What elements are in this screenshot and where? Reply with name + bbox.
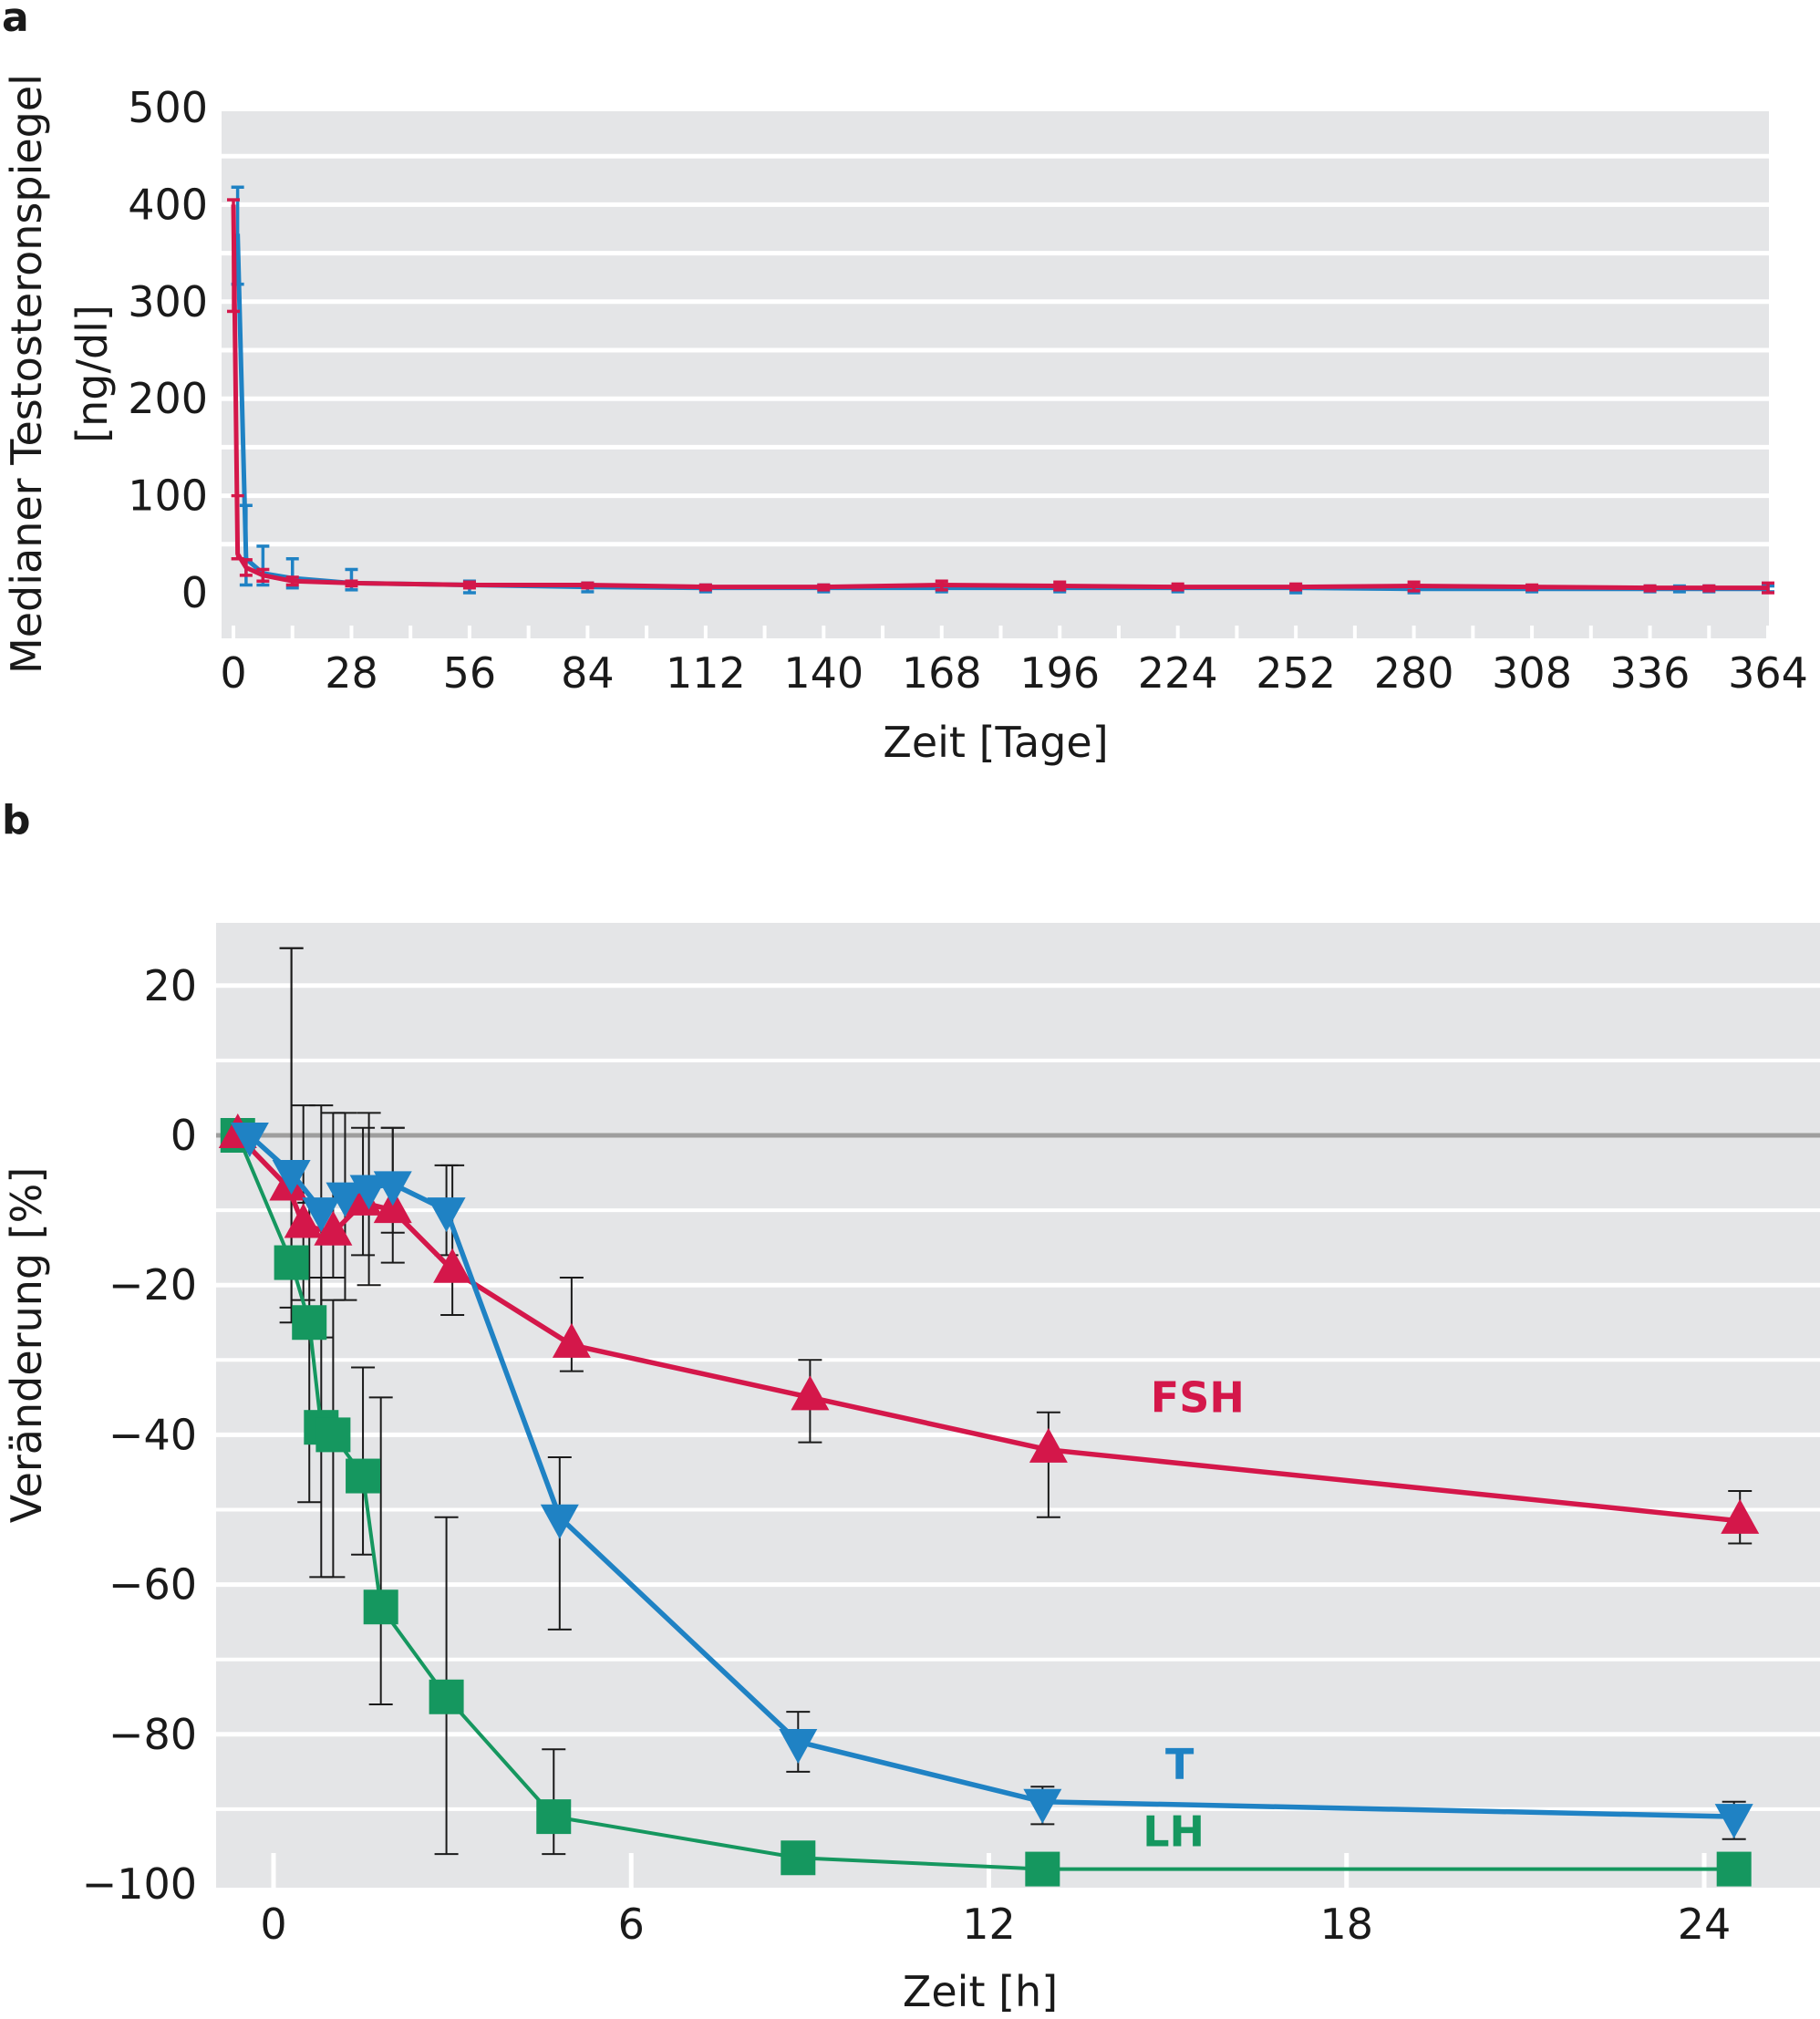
panel-a-x-tick-label: 196 (1019, 648, 1100, 698)
panel-a-x-tick-label: 280 (1374, 648, 1454, 698)
panel-a-x-tick-label: 252 (1256, 648, 1336, 698)
panel-a-y-tick-label: 0 (181, 568, 208, 617)
panel-b-LH-marker (1716, 1851, 1752, 1887)
panel-b-series-label-FSH: FSH (1151, 1372, 1245, 1422)
panel-a-y-tick-label: 300 (128, 277, 208, 326)
panel-a-x-tick-label: 28 (325, 648, 378, 698)
panel-a-x-tick-label: 112 (666, 648, 746, 698)
panel-b-FSH-marker (433, 1248, 472, 1283)
panel-b-FSH-marker (1721, 1498, 1760, 1534)
panel-b-x-tick-label: 24 (1678, 1900, 1732, 1949)
panel-a-y-axis-title-line1: Medianer Testosteronspiegel (2, 74, 51, 674)
panel-b-y-tick-label: −80 (109, 1710, 197, 1759)
panel-a: a 0 100 200 300 400 500 0 28 56 84 112 140 168 196 22… (2, 0, 1808, 767)
panel-a-y-tick-label: 100 (128, 471, 208, 521)
panel-b-LH-marker (781, 1840, 816, 1876)
panel-a-x-tick-label: 224 (1138, 648, 1218, 698)
panel-b: b 20 0 −20 −40 −60 −80 −100 0 6 12 18 24 Veränderu… (2, 797, 1820, 2016)
panel-b-LH-marker (346, 1458, 381, 1494)
panel-b-plot-area (216, 923, 1820, 1888)
panel-b-y-tick-label: −20 (109, 1260, 197, 1310)
panel-b-LH-marker (292, 1305, 327, 1341)
panel-b-y-tick-label: 0 (171, 1111, 197, 1160)
panel-a-letter: a (2, 0, 29, 41)
panel-b-x-tick-label: 12 (962, 1900, 1016, 1949)
panel-b-T-marker (230, 1123, 269, 1157)
panel-b-FSH-marker (314, 1210, 353, 1246)
panel-b-letter: b (2, 797, 31, 844)
panel-b-LH-marker (1025, 1851, 1060, 1887)
panel-b-x-tick-label: 18 (1319, 1900, 1373, 1949)
panel-b-x-axis-title: Zeit [h] (903, 1967, 1058, 2016)
panel-b-T-marker (326, 1182, 365, 1217)
panel-b-T-marker (427, 1197, 466, 1233)
panel-b-series: LH FSH T (218, 947, 1760, 1887)
panel-a-y-tick-label: 400 (128, 180, 208, 229)
panel-b-series-label-T: T (1165, 1740, 1194, 1789)
panel-b-T-marker (302, 1197, 341, 1233)
panel-a-x-ticks: 0 28 56 84 112 140 168 196 224 252 280 308 336 364 (220, 648, 1808, 698)
panel-b-T-marker (373, 1171, 412, 1206)
panel-b-T-marker (349, 1175, 388, 1210)
panel-b-x-tick-label: 0 (260, 1900, 286, 1949)
panel-b-T-marker (1023, 1788, 1062, 1824)
panel-a-x-tick-label: 84 (561, 648, 615, 698)
panel-b-y-axis-title: Veränderung [%] (2, 1167, 51, 1524)
panel-b-T-marker (272, 1160, 311, 1196)
panel-a-x-tick-label: 140 (783, 648, 863, 698)
panel-a-x-tick-label: 308 (1492, 648, 1572, 698)
panel-a-x-tick-label: 336 (1610, 648, 1691, 698)
panel-a-y-tick-label: 500 (128, 83, 208, 132)
panel-b-LH-marker (363, 1589, 398, 1625)
panel-b-x-ticks: 0 6 12 18 24 (260, 1900, 1731, 1949)
panel-b-LH-marker (536, 1799, 572, 1835)
panel-b-series-label-LH: LH (1143, 1807, 1205, 1857)
panel-a-series (227, 185, 1774, 595)
panel-a-x-tick-label: 0 (220, 648, 246, 698)
panel-b-T-marker (779, 1729, 818, 1765)
panel-a-y-ticks: 0 100 200 300 400 500 (128, 83, 208, 617)
panel-b-FSH-marker (552, 1322, 591, 1358)
panel-b-y-tick-label: −40 (109, 1410, 197, 1459)
panel-b-x-tick-label: 6 (618, 1900, 645, 1949)
panel-b-T-marker (540, 1504, 579, 1539)
panel-a-x-tick-label: 56 (443, 648, 497, 698)
panel-b-y-ticks: 20 0 −20 −40 −60 −80 −100 (82, 961, 197, 1909)
panel-a-plot-area (222, 111, 1770, 638)
panel-b-y-tick-label: −60 (109, 1560, 197, 1610)
panel-a-y-axis-title-line2: [ng/dl] (67, 305, 117, 443)
panel-a-x-tick-label: 168 (902, 648, 982, 698)
panel-a-background (222, 111, 1769, 638)
panel-b-FSH-marker (1029, 1427, 1068, 1463)
panel-b-T-marker (1714, 1804, 1753, 1839)
panel-b-FSH-marker (284, 1203, 323, 1238)
panel-b-FSH-marker (791, 1375, 830, 1411)
panel-b-background (216, 923, 1820, 1888)
panel-b-y-tick-label: −100 (82, 1859, 197, 1909)
panel-a-y-tick-label: 200 (128, 374, 208, 423)
panel-b-LH-marker (429, 1679, 464, 1714)
panel-a-x-tick-label: 364 (1728, 648, 1808, 698)
panel-b-y-tick-label: 20 (143, 961, 197, 1010)
panel-b-LH-marker (315, 1417, 351, 1453)
panel-a-x-axis-title: Zeit [Tage] (883, 718, 1108, 767)
panel-b-LH-marker (274, 1245, 309, 1280)
